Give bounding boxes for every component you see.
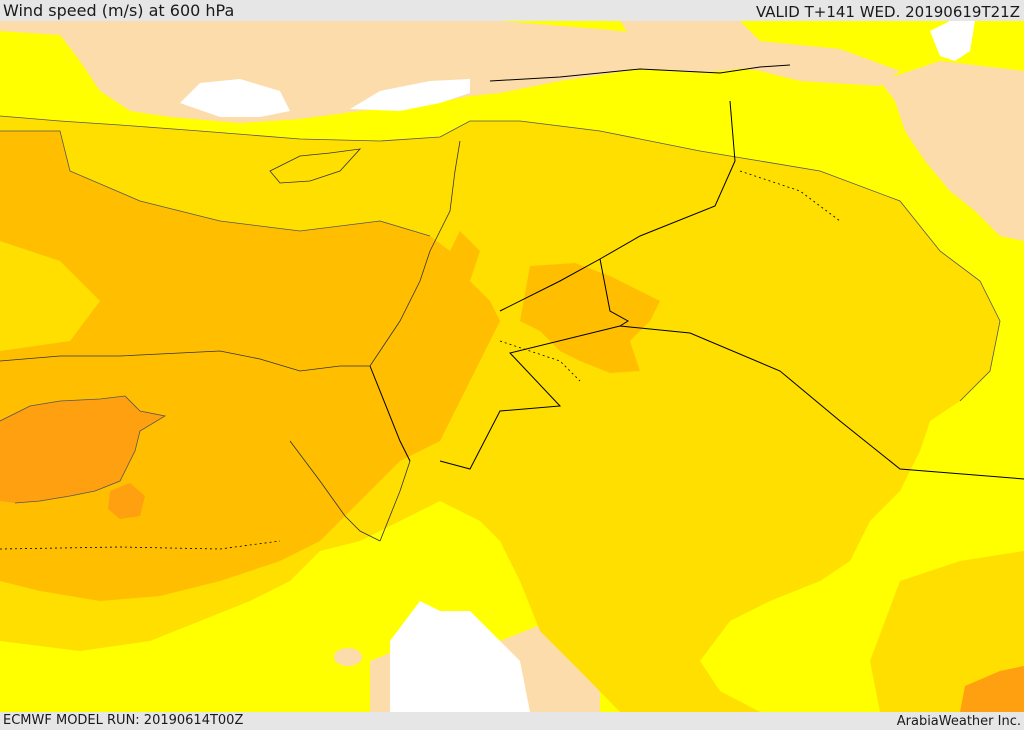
land-caucasus <box>620 21 900 86</box>
valid-time: VALID T+141 WED. 20190619T21Z <box>755 3 1020 21</box>
black-sea-east <box>350 79 470 111</box>
region-borders <box>0 170 841 550</box>
wind-band-3-iraq <box>520 263 660 373</box>
wind-band-4-patch <box>108 483 145 519</box>
wind-band-3 <box>0 131 500 601</box>
black-sea <box>180 79 290 117</box>
footer-bar: ECMWF MODEL RUN: 20190614T00Z ArabiaWeat… <box>0 712 1024 729</box>
land-patch-2 <box>334 648 362 666</box>
wind-band-4-se <box>960 666 1024 712</box>
red-sea <box>390 601 530 712</box>
coastlines <box>0 140 461 542</box>
wind-speed-map <box>0 21 1024 712</box>
model-run: ECMWF MODEL RUN: 20190614T00Z <box>3 713 244 728</box>
country-borders <box>369 64 1024 480</box>
map-title: Wind speed (m/s) at 600 hPa <box>3 1 235 20</box>
brand-credit: ArabiaWeather Inc. <box>896 714 1021 729</box>
land-sinai-sw <box>370 651 395 712</box>
land-iran <box>880 61 1024 241</box>
wind-band-2-east <box>870 551 1024 712</box>
wind-band-4 <box>0 396 165 503</box>
caspian-sea <box>930 21 975 61</box>
header-bar: Wind speed (m/s) at 600 hPa VALID T+141 … <box>0 0 1024 21</box>
contour-lines <box>0 115 1001 504</box>
